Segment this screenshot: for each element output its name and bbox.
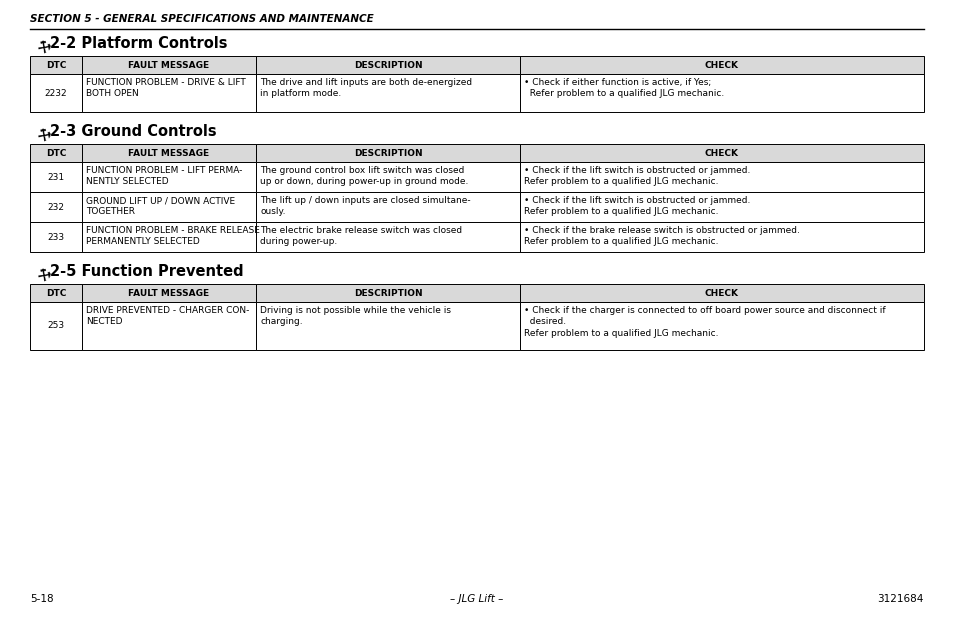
Text: 2-2 Platform Controls: 2-2 Platform Controls	[50, 36, 227, 51]
Text: – JLG Lift –: – JLG Lift –	[450, 594, 503, 604]
Text: • Check if the charger is connected to off board power source and disconnect if
: • Check if the charger is connected to o…	[523, 306, 884, 338]
Text: 232: 232	[48, 203, 65, 211]
Text: FAULT MESSAGE: FAULT MESSAGE	[129, 61, 210, 69]
Text: • Check if the lift switch is obstructed or jammed.
Refer problem to a qualified: • Check if the lift switch is obstructed…	[523, 166, 749, 187]
Text: The ground control box lift switch was closed
up or down, during power-up in gro: The ground control box lift switch was c…	[260, 166, 468, 187]
Text: The electric brake release switch was closed
during power-up.: The electric brake release switch was cl…	[260, 226, 462, 247]
Bar	[256, 162, 519, 192]
Text: GROUND LIFT UP / DOWN ACTIVE
TOGETHER: GROUND LIFT UP / DOWN ACTIVE TOGETHER	[86, 196, 234, 216]
Bar	[256, 192, 519, 222]
Bar	[519, 74, 923, 112]
Text: DRIVE PREVENTED - CHARGER CON-
NECTED: DRIVE PREVENTED - CHARGER CON- NECTED	[86, 306, 249, 326]
Bar	[256, 56, 519, 74]
Bar	[30, 302, 82, 350]
Bar	[82, 162, 256, 192]
Text: The lift up / down inputs are closed simultane-
ously.: The lift up / down inputs are closed sim…	[260, 196, 471, 216]
Bar	[30, 162, 82, 192]
Bar	[256, 144, 519, 162]
Bar	[519, 284, 923, 302]
Text: 3121684: 3121684	[877, 594, 923, 604]
Text: 253: 253	[48, 321, 65, 331]
Bar	[30, 74, 82, 112]
Text: 5-18: 5-18	[30, 594, 53, 604]
Bar	[519, 192, 923, 222]
Text: • Check if the brake release switch is obstructed or jammed.
Refer problem to a : • Check if the brake release switch is o…	[523, 226, 799, 247]
Bar	[30, 222, 82, 252]
Text: Driving is not possible while the vehicle is
charging.: Driving is not possible while the vehicl…	[260, 306, 451, 326]
Text: ⚒: ⚒	[32, 265, 51, 285]
Text: 2-3 Ground Controls: 2-3 Ground Controls	[50, 124, 216, 139]
Text: FAULT MESSAGE: FAULT MESSAGE	[129, 289, 210, 297]
Bar	[519, 144, 923, 162]
Bar	[256, 284, 519, 302]
Text: CHECK: CHECK	[704, 148, 739, 158]
Bar	[30, 56, 82, 74]
Text: DTC: DTC	[46, 289, 66, 297]
Bar	[30, 144, 82, 162]
Text: DTC: DTC	[46, 61, 66, 69]
Text: SECTION 5 - GENERAL SPECIFICATIONS AND MAINTENANCE: SECTION 5 - GENERAL SPECIFICATIONS AND M…	[30, 14, 374, 24]
Bar	[82, 56, 256, 74]
Bar	[82, 144, 256, 162]
Text: ⚒: ⚒	[32, 37, 51, 57]
Bar	[82, 74, 256, 112]
Text: ⚒: ⚒	[32, 125, 51, 145]
Bar	[82, 222, 256, 252]
Text: 233: 233	[48, 232, 65, 242]
Text: FAULT MESSAGE: FAULT MESSAGE	[129, 148, 210, 158]
Text: FUNCTION PROBLEM - LIFT PERMA-
NENTLY SELECTED: FUNCTION PROBLEM - LIFT PERMA- NENTLY SE…	[86, 166, 242, 187]
Text: 231: 231	[48, 172, 65, 182]
Text: DTC: DTC	[46, 148, 66, 158]
Bar	[82, 284, 256, 302]
Bar	[30, 284, 82, 302]
Text: 2-5 Function Prevented: 2-5 Function Prevented	[50, 264, 243, 279]
Text: FUNCTION PROBLEM - BRAKE RELEASE
PERMANENTLY SELECTED: FUNCTION PROBLEM - BRAKE RELEASE PERMANE…	[86, 226, 259, 247]
Bar	[82, 302, 256, 350]
Text: DESCRIPTION: DESCRIPTION	[354, 148, 422, 158]
Bar	[519, 302, 923, 350]
Bar	[82, 192, 256, 222]
Bar	[519, 56, 923, 74]
Text: CHECK: CHECK	[704, 61, 739, 69]
Bar	[30, 192, 82, 222]
Bar	[256, 74, 519, 112]
Text: DESCRIPTION: DESCRIPTION	[354, 289, 422, 297]
Text: • Check if the lift switch is obstructed or jammed.
Refer problem to a qualified: • Check if the lift switch is obstructed…	[523, 196, 749, 216]
Bar	[256, 302, 519, 350]
Text: • Check if either function is active, if Yes;
  Refer problem to a qualified JLG: • Check if either function is active, if…	[523, 78, 723, 98]
Bar	[256, 222, 519, 252]
Text: DESCRIPTION: DESCRIPTION	[354, 61, 422, 69]
Text: FUNCTION PROBLEM - DRIVE & LIFT
BOTH OPEN: FUNCTION PROBLEM - DRIVE & LIFT BOTH OPE…	[86, 78, 245, 98]
Bar	[519, 222, 923, 252]
Text: 2232: 2232	[45, 88, 67, 98]
Bar	[519, 162, 923, 192]
Text: CHECK: CHECK	[704, 289, 739, 297]
Text: The drive and lift inputs are both de-energized
in platform mode.: The drive and lift inputs are both de-en…	[260, 78, 472, 98]
